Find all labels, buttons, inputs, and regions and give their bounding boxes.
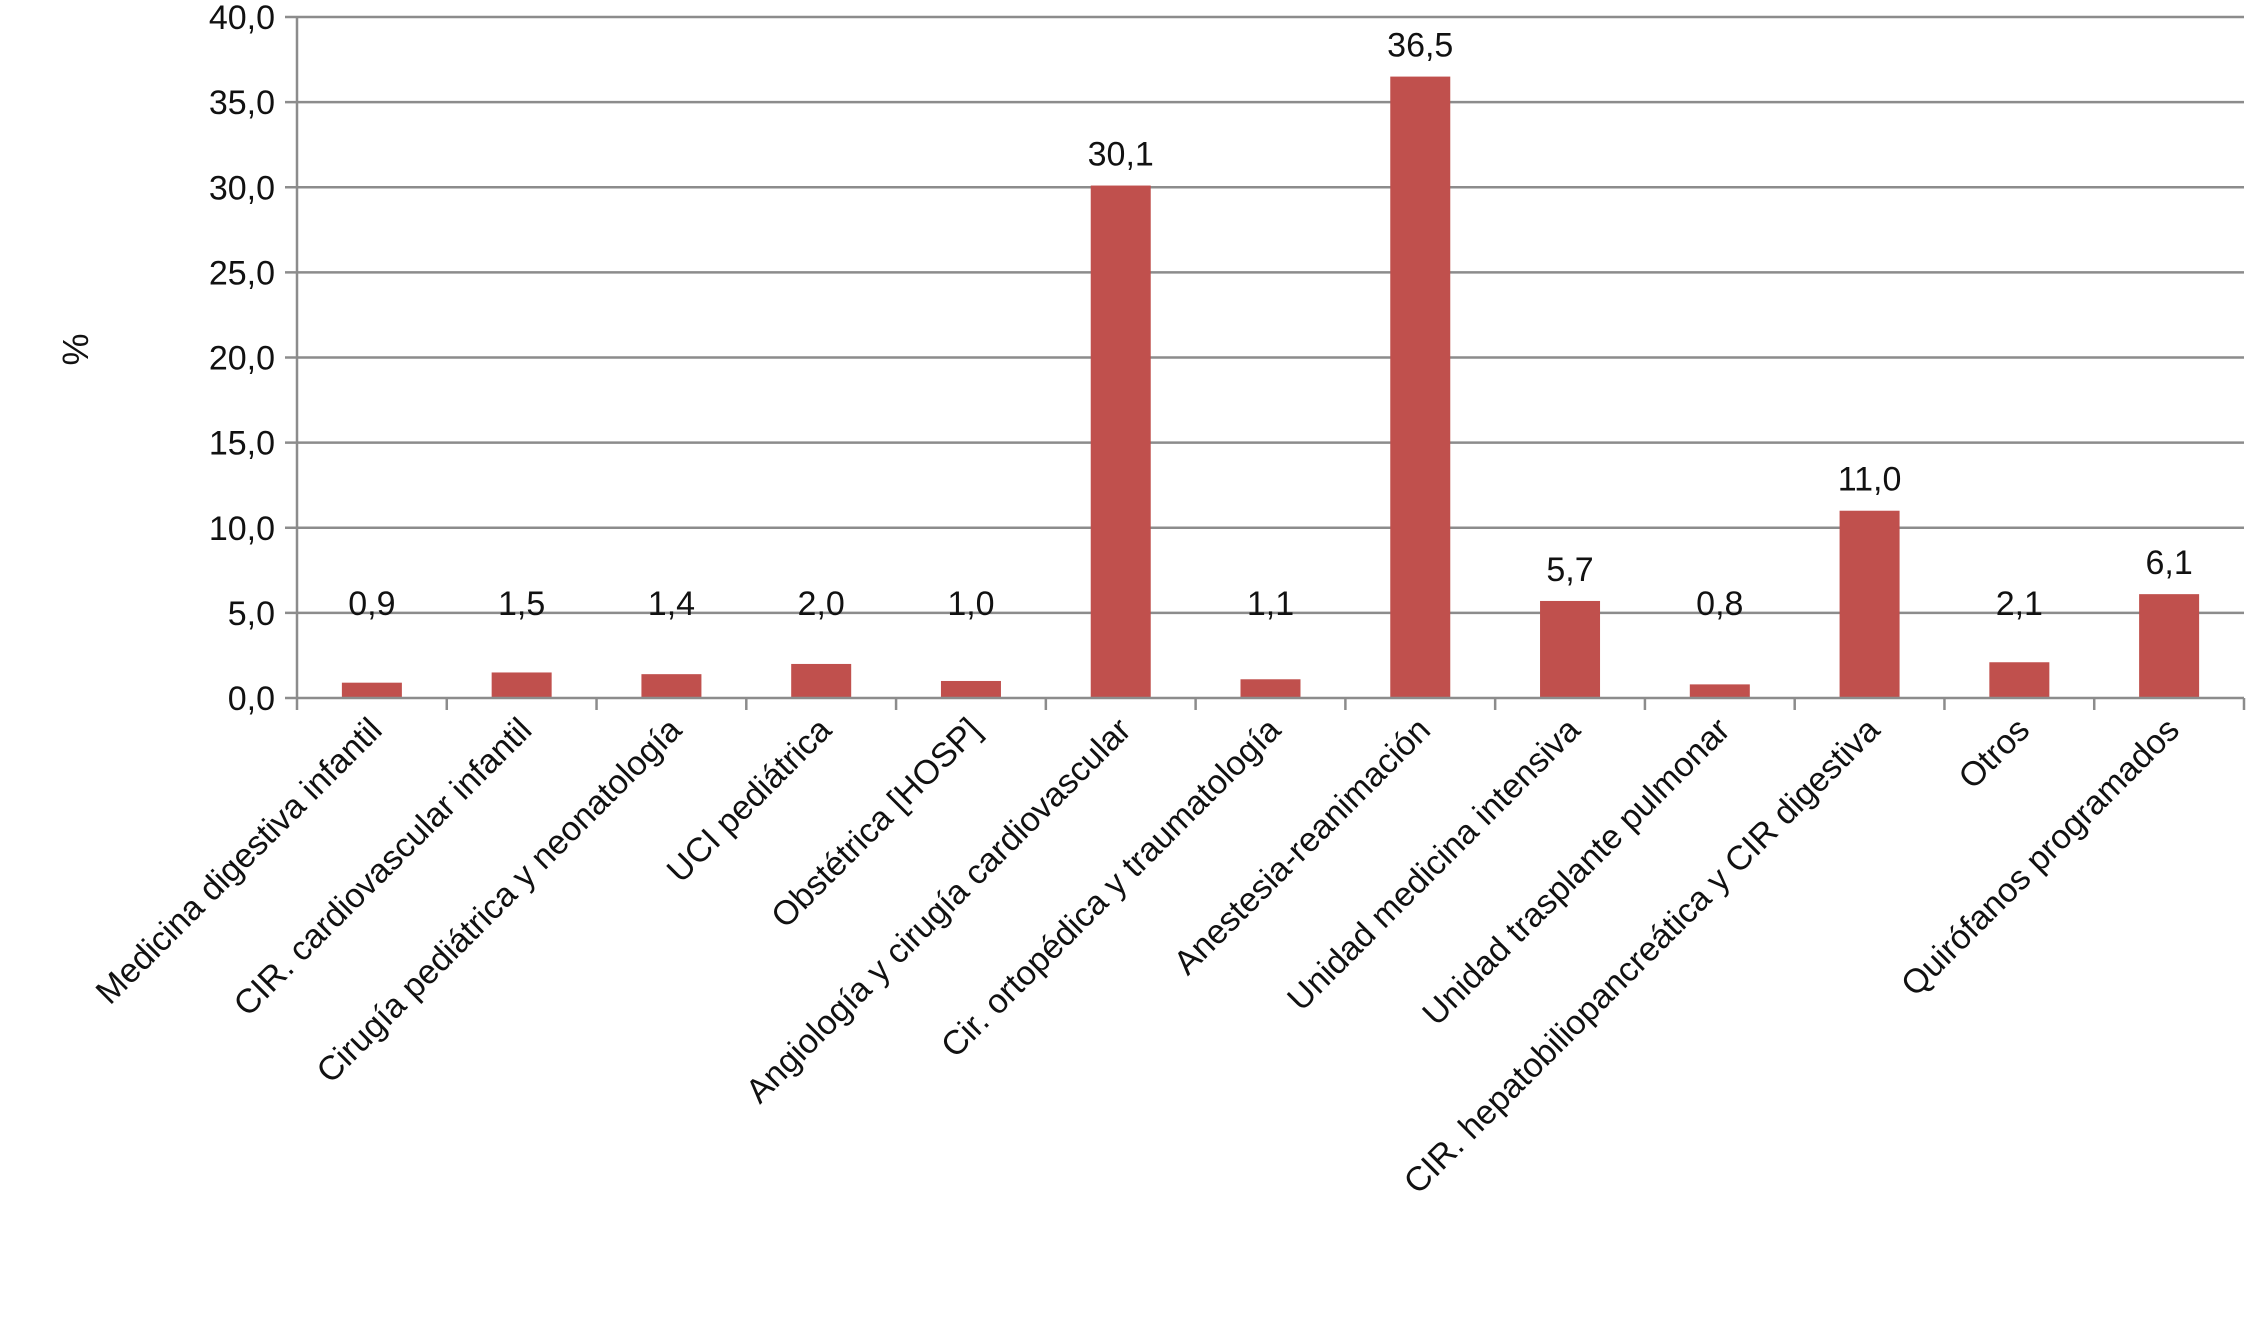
category-label: CIR. cardiovascular infantil xyxy=(226,711,539,1024)
bar xyxy=(1390,76,1451,698)
data-label: 2,0 xyxy=(798,585,845,623)
y-tick-label: 25,0 xyxy=(209,254,275,292)
bar xyxy=(1240,679,1301,698)
y-tick-label: 5,0 xyxy=(228,595,275,633)
category-label: Unidad trasplante pulmonar xyxy=(1415,711,1737,1033)
y-tick-label: 35,0 xyxy=(209,84,275,122)
y-tick-label: 10,0 xyxy=(209,510,275,548)
data-label: 5,7 xyxy=(1546,551,1593,589)
gridlines xyxy=(297,15,2244,615)
y-tick-label: 40,0 xyxy=(209,0,275,37)
bar xyxy=(940,680,1001,698)
bar xyxy=(1689,684,1750,698)
category-label: Anestesia-reanimación xyxy=(1167,711,1438,982)
bars xyxy=(341,76,2200,699)
data-label: 0,8 xyxy=(1696,585,1743,623)
bar xyxy=(1090,185,1151,699)
category-label: Otros xyxy=(1951,711,2037,797)
y-axis-title: % xyxy=(55,333,96,365)
data-label: 6,1 xyxy=(2145,544,2192,582)
data-label: 2,1 xyxy=(1996,585,2043,623)
bar xyxy=(491,672,552,698)
data-label: 1,4 xyxy=(648,585,695,623)
bar xyxy=(791,663,852,698)
data-label: 11,0 xyxy=(1838,461,1902,499)
bar xyxy=(641,674,702,698)
data-label: 1,0 xyxy=(947,585,994,623)
data-label: 1,1 xyxy=(1247,585,1294,623)
bar xyxy=(2139,594,2200,698)
bar xyxy=(341,682,402,698)
y-tick-label: 30,0 xyxy=(209,169,275,207)
data-label: 30,1 xyxy=(1088,136,1154,174)
category-label: Medicina digestiva infantil xyxy=(89,711,390,1012)
data-label: 36,5 xyxy=(1387,27,1453,65)
bar xyxy=(1839,510,1900,698)
axes xyxy=(285,15,2246,710)
y-tick-label: 20,0 xyxy=(209,340,275,378)
data-label: 1,5 xyxy=(498,585,545,623)
y-tick-label: 15,0 xyxy=(209,425,275,463)
bar xyxy=(1540,600,1601,698)
category-label: Unidad medicina intensiva xyxy=(1280,711,1588,1019)
bar xyxy=(1989,662,2050,698)
category-label: Quirófanos programados xyxy=(1894,711,2187,1004)
data-label: 0,9 xyxy=(348,585,395,623)
y-tick-label: 0,0 xyxy=(228,680,275,718)
